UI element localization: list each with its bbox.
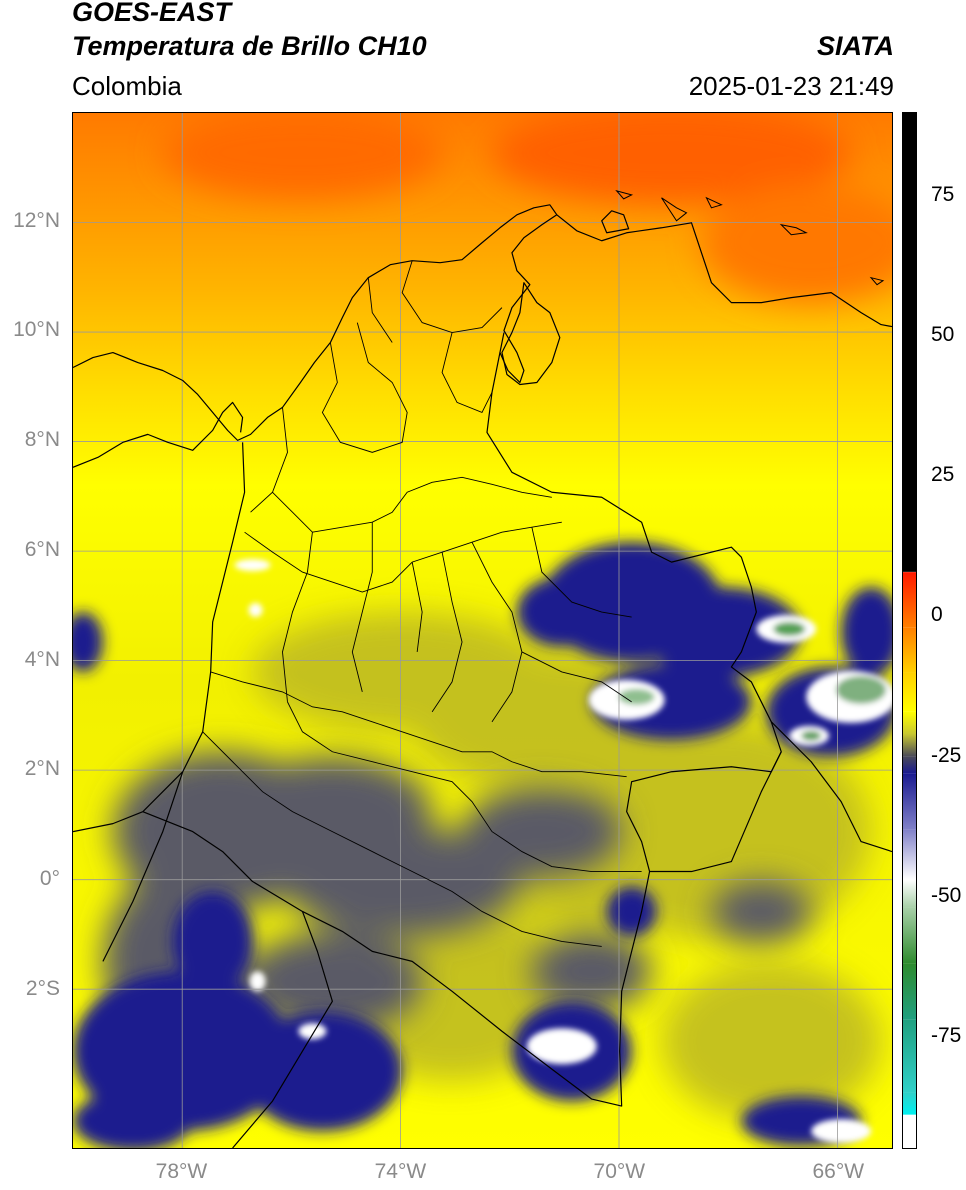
- colorbar-segment: [903, 773, 916, 830]
- lon-tick-label: 70°W: [593, 1160, 646, 1183]
- colorbar-segment: [903, 572, 916, 628]
- colorbar-segment: [903, 1114, 916, 1115]
- lat-tick-label: 2°S: [25, 976, 60, 1000]
- colorbar-tick-label: 75: [931, 183, 955, 207]
- region-label: Colombia: [72, 71, 182, 101]
- colorbar-segment: [903, 829, 916, 880]
- lat-tick-label: 6°N: [24, 537, 60, 561]
- colorbar-tick-label: -25: [931, 743, 962, 767]
- colorbar-segment: [903, 672, 916, 712]
- warm-caribbean-area: [162, 113, 892, 303]
- lon-tick-label: 78°W: [155, 1160, 208, 1183]
- agency-label: SIATA: [817, 31, 894, 61]
- colorbar-segment: [903, 627, 916, 673]
- colorbar-tick-label: -75: [931, 1023, 962, 1047]
- lat-tick-label: 0°: [39, 867, 60, 891]
- colombia-outer-border: [73, 352, 782, 1107]
- lat-tick-label: 12°N: [13, 208, 60, 232]
- colorbar-segment: [903, 1092, 916, 1115]
- colorbar-segment: [903, 571, 916, 573]
- colorbar-tick-label: 50: [931, 323, 955, 347]
- peru-ecuador-border: [102, 771, 333, 1148]
- product-title: Temperatura de Brillo CH10: [72, 31, 427, 61]
- colorbar-segment: [903, 734, 916, 757]
- cold-cloud-tops: [234, 559, 892, 1144]
- colorbar-segment: [903, 1019, 916, 1093]
- lon-tick-label: 74°W: [374, 1160, 427, 1183]
- colorbar-segment: [903, 1114, 916, 1148]
- lat-tick-label: 8°N: [24, 428, 60, 452]
- lake-maracaibo: [501, 282, 561, 386]
- lon-tick-label: 66°W: [812, 1160, 865, 1183]
- colorbar-segment: [903, 963, 916, 1020]
- colorbar-segment: [903, 907, 916, 964]
- department-borders: [202, 260, 642, 947]
- lat-tick-label: 2°N: [24, 757, 60, 781]
- paraguana-peninsula: [601, 210, 630, 234]
- colorbar: [902, 112, 917, 1149]
- lat-tick-label: 4°N: [24, 647, 60, 671]
- borders: [73, 204, 892, 1148]
- colorbar-segment: [903, 711, 916, 734]
- colorbar-tick-label: -50: [931, 883, 962, 907]
- colombia-coastline-caribbean: [73, 204, 558, 441]
- lat-tick-label: 10°N: [13, 318, 60, 342]
- satellite-title: GOES-EAST: [72, 0, 232, 27]
- colorbar-tick-label: 25: [931, 463, 955, 487]
- venezuela-coastline: [556, 214, 892, 328]
- caribbean-islands: [615, 189, 885, 286]
- datetime-label: 2025-01-23 21:49: [688, 71, 894, 101]
- colorbar-segment: [903, 879, 916, 908]
- colorbar-tick-label: 0: [931, 603, 943, 627]
- panama-coast: [73, 401, 244, 468]
- colorbar-segment: [903, 756, 916, 774]
- colorbar-segment: [903, 113, 916, 572]
- brightness-temperature-map: [72, 112, 893, 1149]
- venezuela-brazil-border: [649, 721, 892, 873]
